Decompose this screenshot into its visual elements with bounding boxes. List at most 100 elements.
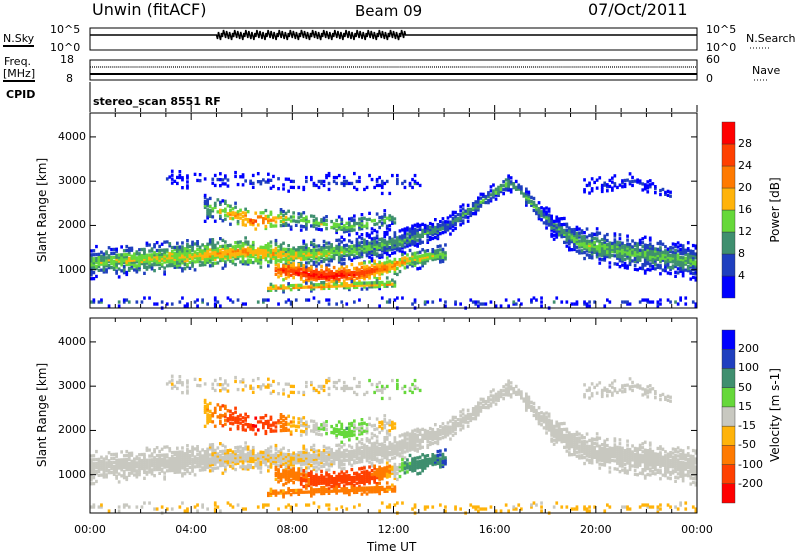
power-echo-cell: [375, 254, 379, 258]
power-echo-cell: [434, 218, 437, 222]
power-echo-cell: [337, 215, 341, 219]
velocity-echo-cell: [446, 427, 450, 431]
power-echo-cell: [168, 264, 172, 268]
power-echo-cell: [292, 211, 295, 215]
power-echo-cell: [292, 276, 295, 280]
power-echo-cell: [90, 300, 93, 304]
velocity-echo-cell: [459, 424, 462, 428]
velocity-echo-cell: [563, 437, 566, 441]
velocity-echo-cell: [267, 449, 270, 453]
power-echo-cell: [525, 195, 528, 199]
velocity-echo-cell: [568, 453, 571, 457]
power-echo-cell: [201, 249, 204, 253]
power-echo-cell: [289, 258, 293, 262]
power-echo-cell: [375, 269, 379, 273]
velocity-echo-cell: [368, 440, 371, 444]
velocity-echo-cell: [155, 446, 159, 450]
power-echo-cell: [133, 262, 136, 266]
velocity-echo-cell: [213, 454, 217, 458]
power-echo-cell: [165, 177, 169, 181]
velocity-echo-cell: [603, 439, 607, 443]
power-echo-cell: [363, 285, 366, 289]
power-echo-cell: [413, 259, 417, 263]
power-echo-cell: [466, 203, 470, 207]
power-echo-cell: [299, 214, 303, 218]
power-echo-cell: [525, 197, 528, 201]
power-echo-cell: [133, 260, 136, 264]
power-echo-cell: [297, 283, 301, 287]
power-echo-cell: [585, 245, 589, 249]
power-echo-cell: [239, 260, 242, 264]
power-echo-cell: [393, 245, 397, 249]
power-echo-cell: [335, 248, 338, 252]
power-echo-cell: [643, 245, 647, 249]
velocity-echo-cell: [299, 466, 303, 470]
power-echo-cell: [312, 181, 316, 186]
power-echo-cell: [497, 191, 500, 195]
power-echo-cell: [593, 242, 596, 246]
power-echo-cell: [368, 233, 371, 237]
velocity-echo-cell: [150, 472, 154, 476]
power-echo-cell: [122, 265, 126, 269]
power-echo-cell: [287, 254, 290, 258]
power-echo-cell: [368, 241, 371, 245]
power-echo-cell: [436, 248, 440, 253]
velocity-echo-cell: [340, 445, 344, 449]
velocity-echo-cell: [507, 385, 510, 389]
power-echo-cell: [563, 232, 566, 236]
velocity-echo-cell: [246, 447, 250, 451]
power-echo-cell: [355, 285, 359, 289]
velocity-echo-cell: [380, 460, 384, 464]
velocity-echo-cell: [302, 450, 306, 454]
velocity-echo-cell: [317, 461, 321, 465]
velocity-echo-cell: [590, 445, 594, 449]
power-echo-cell: [436, 244, 440, 249]
velocity-echo-cell: [565, 449, 569, 453]
power-echo-cell: [633, 241, 637, 246]
velocity-echo-cell: [406, 437, 409, 441]
velocity-echo-cell: [545, 431, 548, 435]
power-echo-cell: [274, 242, 278, 247]
power-echo-cell: [274, 262, 278, 267]
velocity-echo-cell: [540, 423, 543, 427]
power-echo-cell: [211, 248, 215, 252]
power-echo-cell: [385, 264, 389, 268]
power-echo-cell: [348, 229, 351, 233]
power-echo-cell: [482, 200, 485, 204]
power-echo-cell: [224, 248, 227, 252]
velocity-echo-cell: [130, 453, 134, 457]
power-echo-cell: [284, 300, 288, 304]
power-echo-cell: [262, 217, 265, 221]
power-echo-cell: [196, 244, 199, 248]
power-echo-cell: [588, 304, 591, 308]
power-echo-cell: [408, 260, 412, 265]
velocity-echo-cell: [423, 428, 427, 433]
power-echo-cell: [325, 298, 328, 302]
velocity-echo-cell: [552, 424, 556, 428]
velocity-echo-cell: [406, 447, 409, 451]
power-echo-cell: [133, 264, 136, 268]
power-echo-cell: [229, 253, 232, 257]
power-echo-cell: [186, 242, 189, 247]
power-echo-cell: [681, 262, 685, 266]
velocity-echo-cell: [537, 406, 541, 410]
velocity-echo-cell: [112, 464, 116, 468]
power-echo-cell: [659, 252, 662, 256]
power-echo-cell: [370, 259, 374, 263]
power-echo-cell: [590, 254, 594, 258]
power-echo-cell: [628, 250, 632, 255]
velocity-echo-cell: [279, 462, 283, 466]
velocity-echo-cell: [327, 446, 331, 450]
power-echo-cell: [383, 231, 387, 235]
power-echo-cell: [681, 266, 685, 270]
power-echo-cell: [378, 241, 381, 246]
velocity-echo-cell: [484, 399, 488, 404]
power-echo-cell: [444, 230, 447, 234]
velocity-echo-cell: [477, 411, 480, 415]
power-echo-cell: [193, 252, 197, 256]
velocity-echo-cell: [557, 436, 561, 440]
power-echo-cell: [406, 257, 409, 261]
power-echo-cell: [241, 246, 245, 250]
power-echo-cell: [684, 296, 688, 300]
velocity-echo-cell: [90, 458, 93, 462]
